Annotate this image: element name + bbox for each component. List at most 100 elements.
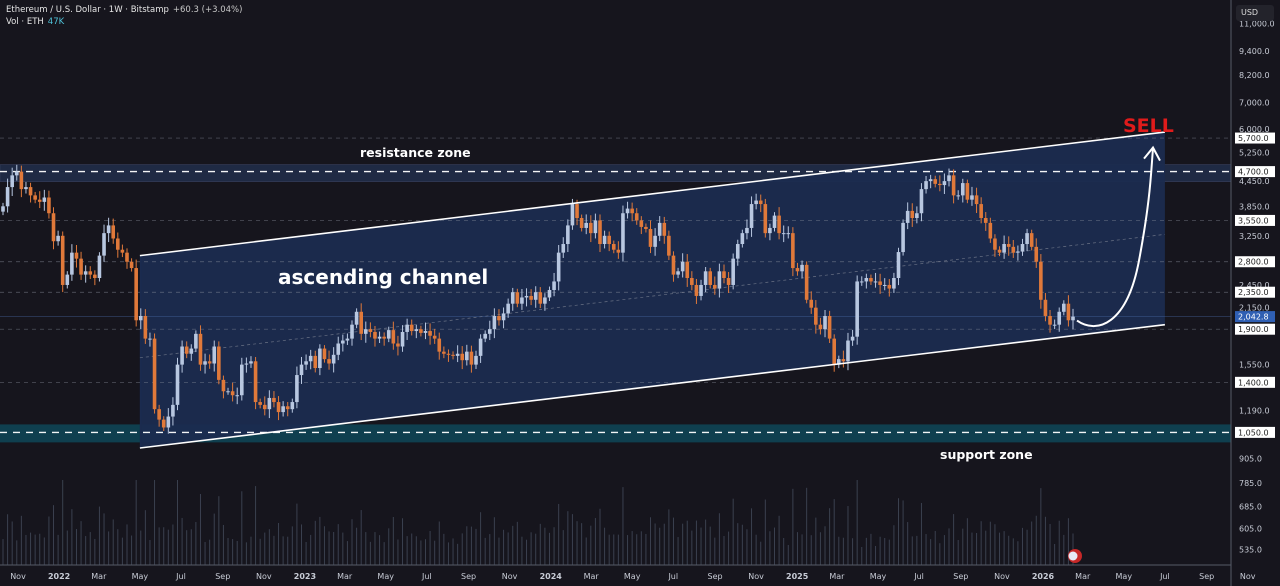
currency-button[interactable]: USD [1236, 5, 1274, 21]
candle-up [304, 361, 308, 365]
volume-bar [700, 527, 702, 565]
volume-bar [227, 538, 229, 565]
volume-bar [1054, 544, 1056, 565]
volume-bar [1035, 515, 1037, 565]
time-tick-label: Mar [1075, 572, 1091, 581]
candle-up [386, 330, 391, 339]
volume-bar [948, 528, 950, 565]
candle-down [708, 271, 713, 285]
volume-bar [957, 540, 959, 565]
level-price-badge [1235, 214, 1275, 226]
candle-up [1, 206, 5, 212]
volume-bar [57, 534, 59, 565]
candle-down [157, 409, 161, 420]
candle-down [258, 402, 262, 405]
candle-up [10, 175, 14, 188]
volume-bar [365, 532, 367, 565]
candle-down [983, 218, 988, 223]
candle-up [331, 354, 336, 364]
last-price-badge [1235, 311, 1275, 323]
level-price-label: 3,550.0 [1238, 216, 1269, 225]
volume-bar [751, 508, 753, 565]
candle-down [469, 351, 474, 365]
candle-down [713, 284, 717, 289]
candle-down [869, 278, 873, 282]
volume-bar [631, 531, 633, 565]
volume-bar [884, 538, 886, 565]
candle-up [1062, 303, 1066, 312]
candle-down [313, 355, 318, 369]
candle-up [855, 281, 859, 337]
candle-down [887, 284, 892, 289]
volume-bar [121, 537, 123, 565]
volume-bar [774, 527, 776, 565]
candle-down [671, 255, 676, 275]
candle-down [33, 195, 37, 200]
volume-bar [613, 534, 615, 565]
volume-bar [677, 537, 679, 565]
volume-bar [737, 523, 739, 565]
volume-bar [172, 524, 174, 565]
candle-down [37, 199, 42, 202]
candle-down [690, 278, 694, 285]
volume-bar [668, 509, 670, 565]
candle-up [735, 244, 740, 259]
volume-value: 47K [47, 17, 65, 27]
volume-bar [705, 519, 707, 565]
candle-down [777, 215, 781, 234]
candle-up [414, 329, 419, 332]
volume-bar [645, 533, 647, 565]
volume-bar [1026, 529, 1028, 565]
candle-down [722, 271, 726, 279]
candle-down [1034, 246, 1039, 262]
volume-bar [108, 531, 110, 565]
candle-down [1066, 303, 1071, 321]
candle-down [134, 268, 138, 321]
volume-bar [388, 528, 390, 565]
volume-bar [535, 533, 537, 565]
candle-up [570, 204, 575, 226]
volume-bar [1058, 520, 1060, 565]
candle-up [836, 359, 841, 365]
volume-bar [925, 534, 927, 565]
candle-up [423, 331, 428, 333]
candle-up [5, 187, 10, 207]
candle-down [598, 220, 602, 245]
volume-bar [819, 532, 821, 565]
volume-bar [989, 521, 991, 565]
volume-bar [902, 500, 904, 565]
volume-bar [728, 531, 730, 565]
candle-up [267, 397, 272, 410]
candle-up [299, 364, 304, 376]
candle-down [125, 252, 129, 262]
candle-up [892, 278, 896, 289]
volume-bar [209, 539, 211, 565]
volume-bar [709, 526, 711, 565]
volume-bar [934, 530, 936, 565]
volume-bar [20, 515, 22, 565]
time-tick-label: May [377, 572, 394, 581]
candle-up [492, 315, 497, 330]
volume-bar [158, 527, 160, 565]
volume-bar [369, 541, 371, 565]
candle-up [465, 351, 469, 361]
volume-bar [34, 534, 36, 565]
volume-bar [466, 526, 468, 565]
candle-down [419, 329, 423, 333]
volume-bar [778, 515, 780, 565]
candle-up [786, 233, 791, 235]
volume-bar [48, 516, 50, 565]
volume-bar [457, 543, 459, 565]
candle-up [717, 271, 722, 289]
candle-up [850, 336, 855, 341]
candle-up [249, 361, 253, 364]
channel-upper-line [139, 131, 1165, 257]
candle-up [281, 406, 285, 413]
candle-down [28, 187, 33, 196]
candle-up [956, 195, 960, 197]
us-flag-event-icon-inner [1068, 551, 1078, 561]
volume-bar [1049, 523, 1051, 565]
level-price-badge [1235, 376, 1275, 388]
volume-bar [585, 537, 587, 565]
